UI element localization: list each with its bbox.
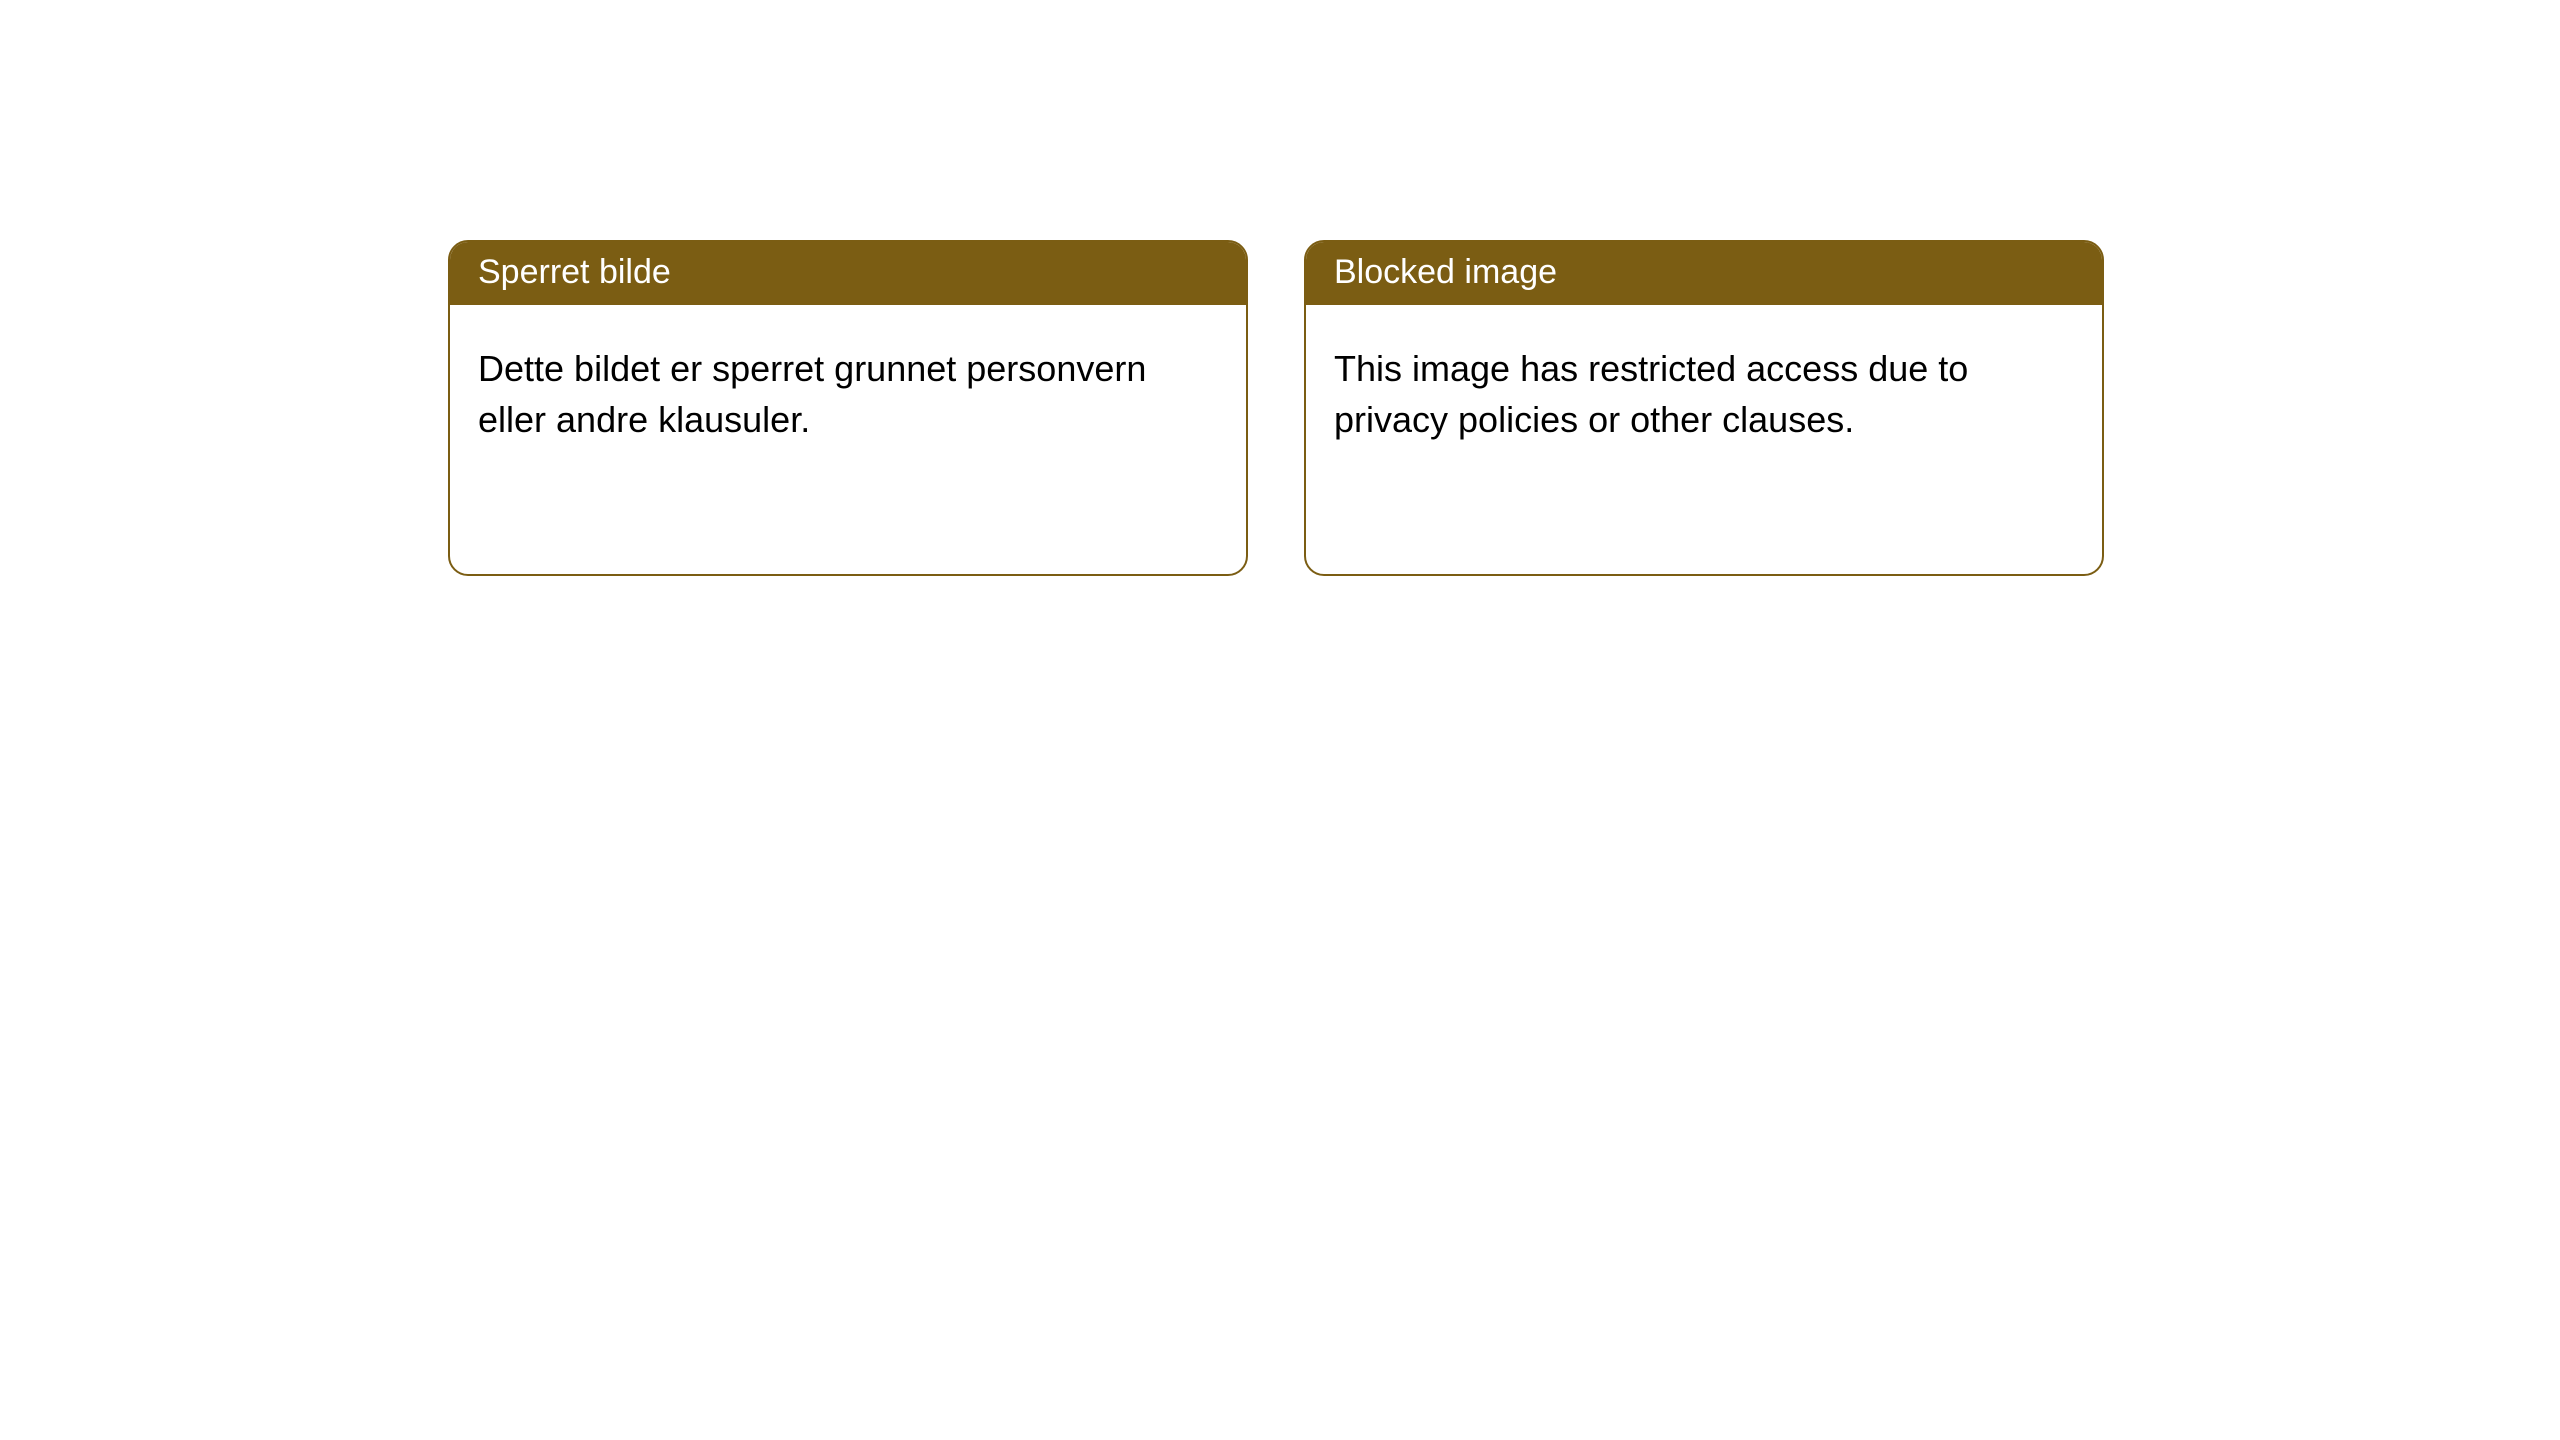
- card-body-text: This image has restricted access due to …: [1306, 305, 2102, 473]
- card-title: Blocked image: [1306, 242, 2102, 305]
- notice-wrapper: Sperret bilde Dette bildet er sperret gr…: [0, 0, 2560, 576]
- card-body-text: Dette bildet er sperret grunnet personve…: [450, 305, 1246, 473]
- card-title: Sperret bilde: [450, 242, 1246, 305]
- blocked-image-card-en: Blocked image This image has restricted …: [1304, 240, 2104, 576]
- blocked-image-card-no: Sperret bilde Dette bildet er sperret gr…: [448, 240, 1248, 576]
